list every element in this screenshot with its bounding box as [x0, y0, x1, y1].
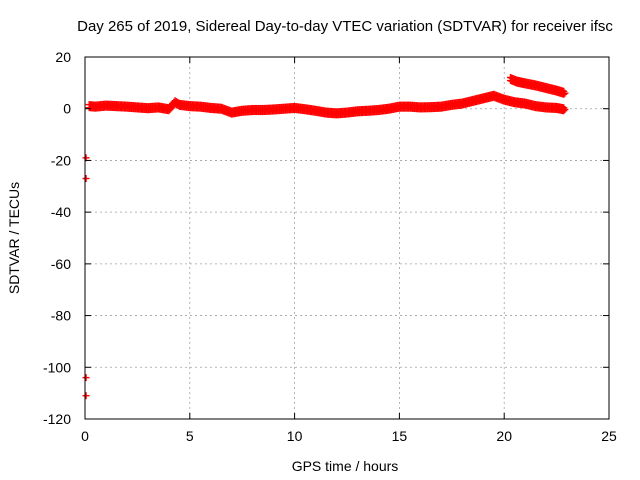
data-point [560, 107, 568, 115]
y-tick-label: 0 [63, 101, 71, 117]
chart-title: Day 265 of 2019, Sidereal Day-to-day VTE… [77, 18, 613, 35]
data-point [560, 90, 568, 98]
x-axis: 0 5 10 15 20 25 [81, 57, 617, 444]
data-points [82, 73, 569, 400]
y-tick-label: -60 [51, 256, 71, 272]
y-tick-label: -80 [51, 308, 71, 324]
x-tick-label: 10 [287, 428, 303, 444]
plot-frame [84, 56, 610, 420]
grid-lines [85, 57, 609, 419]
y-tick-label: -20 [51, 152, 71, 168]
x-tick-label: 20 [496, 428, 512, 444]
y-tick-label: -100 [43, 359, 71, 375]
data-point [561, 89, 569, 97]
x-axis-label: GPS time / hours [292, 458, 399, 474]
data-point [82, 374, 90, 382]
data-point [82, 175, 90, 183]
x-tick-label: 15 [392, 428, 408, 444]
x-tick-label: 5 [186, 428, 194, 444]
x-tick-label: 25 [601, 428, 617, 444]
y-axis-label: SDTVAR / TECUs [6, 182, 22, 294]
data-point [561, 105, 569, 113]
y-tick-label: 20 [55, 49, 71, 65]
y-tick-label: -120 [43, 411, 71, 427]
x-tick-label: 0 [81, 428, 89, 444]
data-point [82, 392, 90, 400]
y-axis: -120 -100 -80 -60 -40 -20 0 20 [43, 49, 609, 427]
y-tick-label: -40 [51, 204, 71, 220]
